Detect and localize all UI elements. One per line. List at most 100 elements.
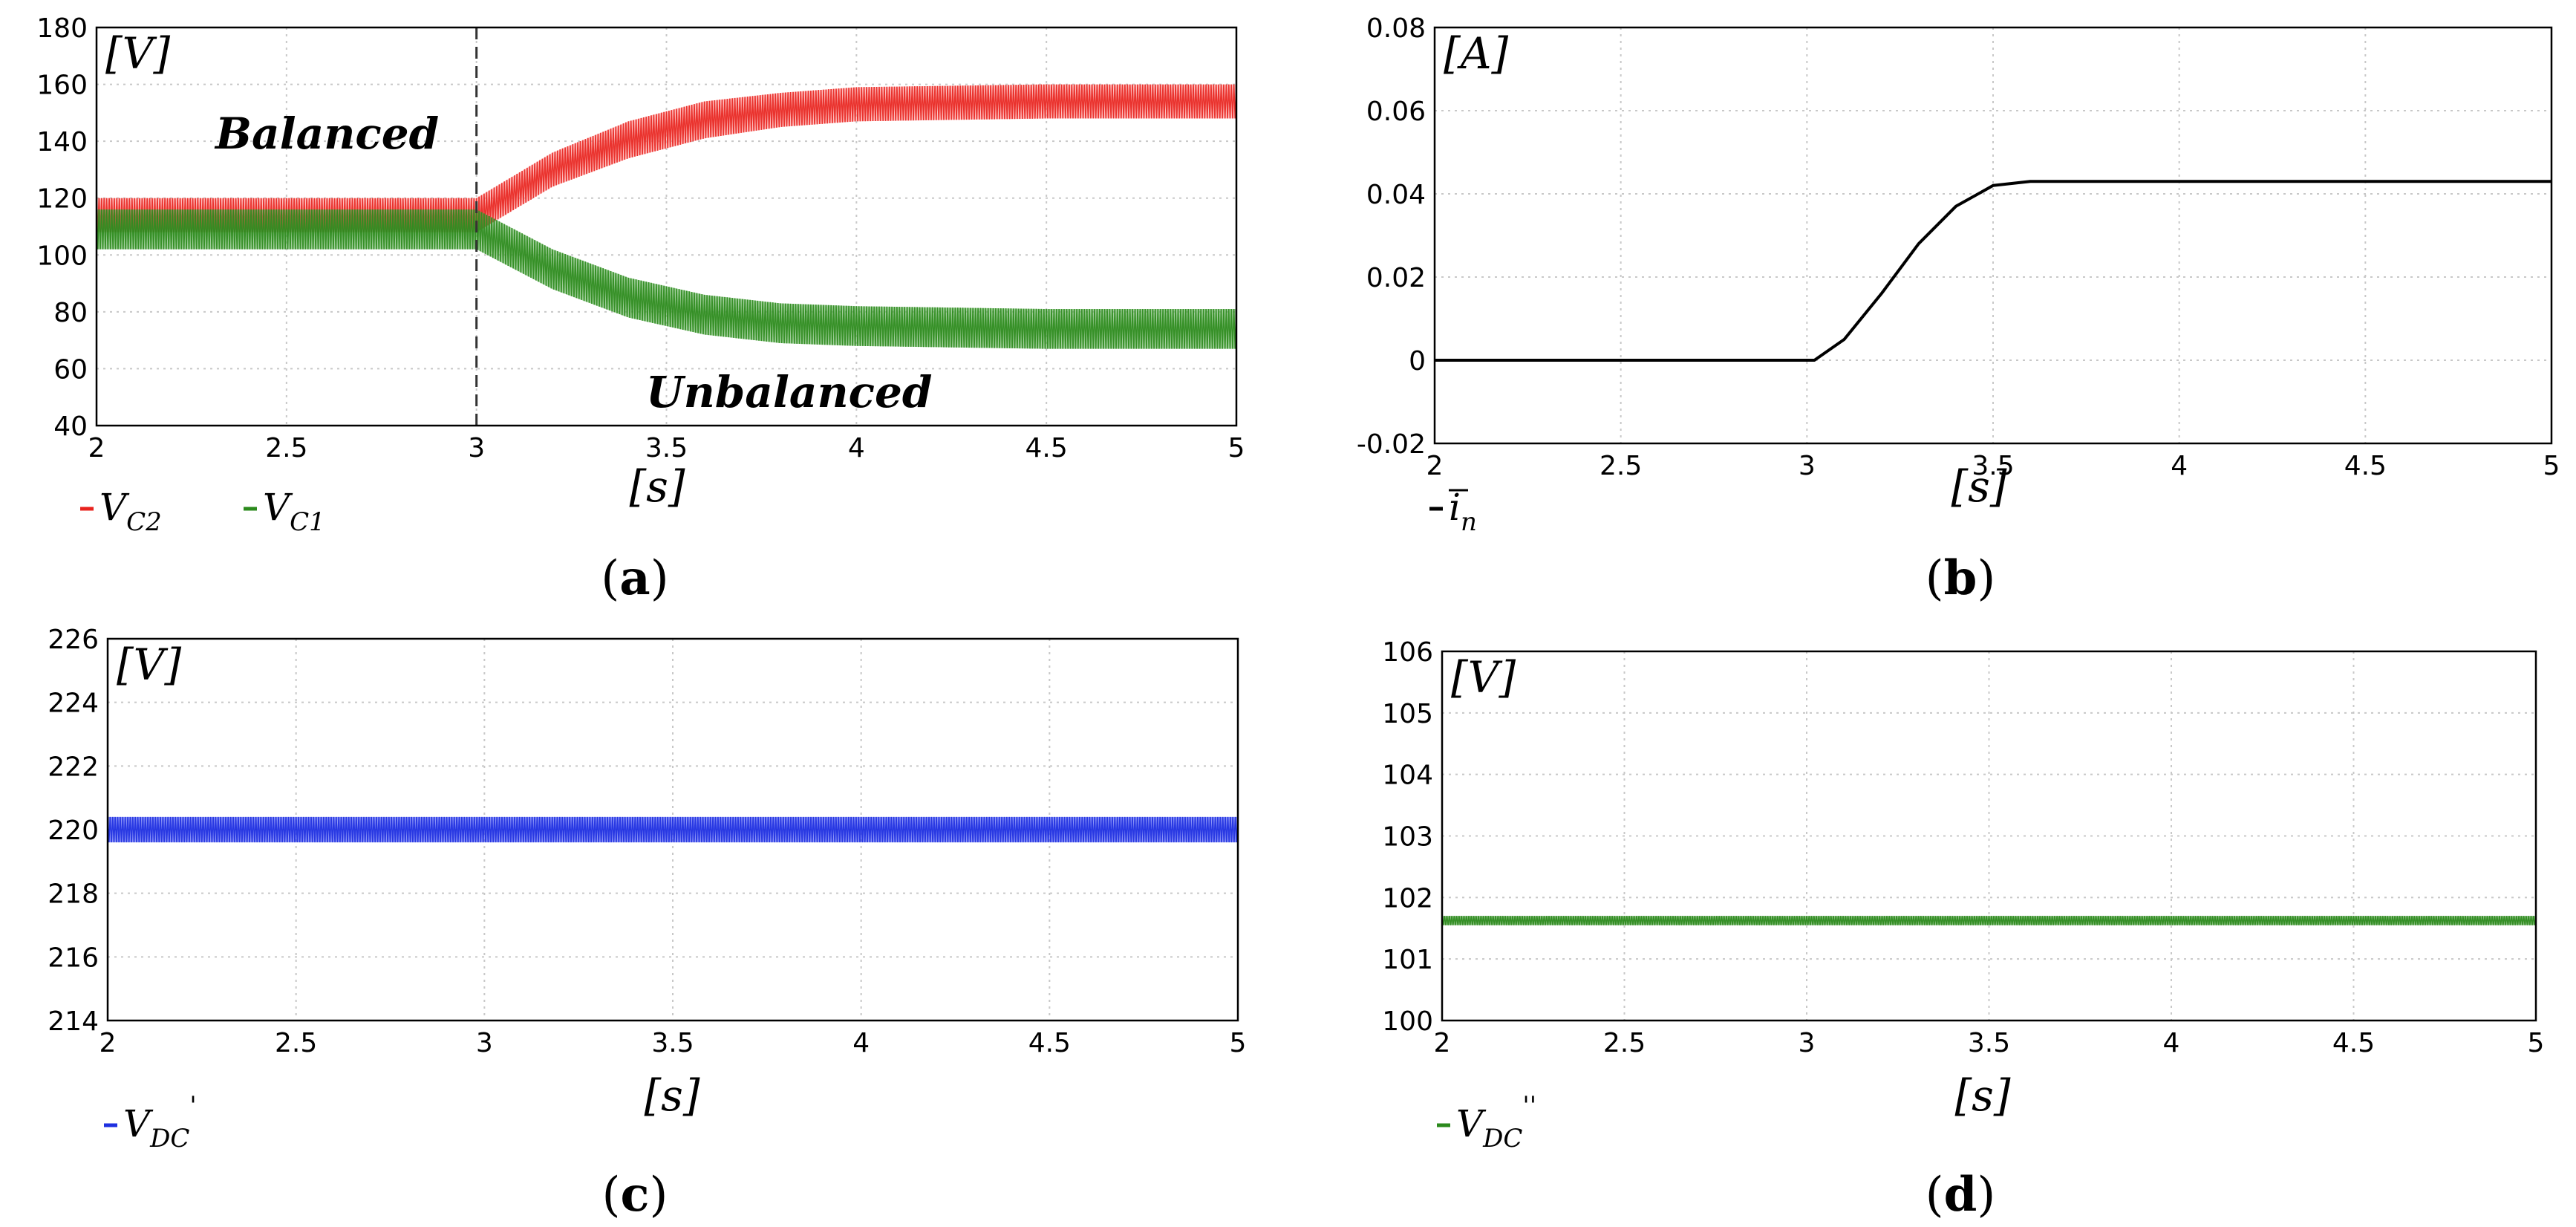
annotation-unbalanced: Unbalanced bbox=[646, 367, 932, 417]
y-tick-label: 0.02 bbox=[1366, 263, 1426, 293]
series-line-VC2 bbox=[97, 84, 1236, 232]
plot-frame bbox=[1433, 26, 2553, 445]
panel-caption-letter: d bbox=[1944, 1167, 1977, 1223]
x-tick-label: 3.5 bbox=[651, 1028, 694, 1058]
y-tick-label: 0 bbox=[1409, 346, 1426, 377]
y-tick-label: 80 bbox=[53, 298, 88, 328]
x-axis-unit-label: [s] bbox=[1951, 461, 2006, 512]
legend-label-VDC'': VDC'' bbox=[1456, 1091, 1536, 1153]
y-axis-unit-label: [V] bbox=[117, 639, 182, 690]
x-tick-label: 4.5 bbox=[2332, 1028, 2375, 1058]
series-group bbox=[97, 84, 1236, 349]
plot-frame bbox=[106, 637, 1239, 1022]
y-axis-unit-label: [V] bbox=[1451, 652, 1516, 703]
x-tick-label: 3 bbox=[1799, 451, 1816, 481]
y-tick-label: 0.06 bbox=[1366, 97, 1426, 127]
chart-panel-a: 2 2.5 3 3.5 4 4.5 5 40 60 80 100 120 140 160 180 [V] [s]… bbox=[36, 13, 1245, 606]
plot-frame bbox=[95, 26, 1238, 427]
x-tick-label: 5 bbox=[1230, 1028, 1247, 1058]
y-tick-label: 100 bbox=[1382, 1006, 1433, 1037]
y-tick-label: 101 bbox=[1382, 945, 1433, 975]
y-tick-label: 0.08 bbox=[1366, 13, 1426, 44]
legend-label-sub: DC bbox=[1482, 1124, 1522, 1153]
x-tick-label: 3.5 bbox=[645, 433, 688, 463]
y-tick-label: 224 bbox=[48, 689, 99, 719]
x-axis-unit-label: [s] bbox=[1954, 1070, 2010, 1121]
y-tick-label: 60 bbox=[53, 354, 88, 385]
x-tick-label: 2 bbox=[1434, 1028, 1451, 1058]
y-tick-label: 100 bbox=[36, 241, 88, 271]
panel-caption-letter: b bbox=[1944, 550, 1977, 606]
y-tick-label: 222 bbox=[48, 752, 99, 782]
legend-label-VC2: VC2 bbox=[100, 486, 162, 537]
legend-label-VDC': VDC' bbox=[123, 1091, 197, 1153]
series-line-VDC' bbox=[108, 816, 1238, 843]
legend-label-main: V bbox=[123, 1102, 154, 1145]
series-group bbox=[108, 816, 1238, 843]
y-tick-label: -0.02 bbox=[1357, 429, 1426, 460]
y-tick-label: 220 bbox=[48, 816, 99, 846]
legend-label-main: i bbox=[1449, 486, 1461, 529]
x-tick-label: 4.5 bbox=[1025, 433, 1068, 463]
x-tick-label: 4.5 bbox=[1028, 1028, 1071, 1058]
y-tick-label: 104 bbox=[1382, 761, 1433, 791]
y-tick-label: 214 bbox=[48, 1006, 99, 1037]
x-tick-label: 3 bbox=[1799, 1028, 1816, 1058]
x-tick-label: 2.5 bbox=[1603, 1028, 1646, 1058]
x-tick-label: 5 bbox=[2528, 1028, 2545, 1058]
y-tick-label: 216 bbox=[48, 943, 99, 973]
y-tick-label: 160 bbox=[36, 71, 88, 101]
series-line-in bbox=[1435, 180, 2551, 362]
legend-label-sub: C1 bbox=[290, 507, 325, 537]
y-tick-label: 0.04 bbox=[1366, 180, 1426, 210]
chart-panel-d: 2 2.5 3 3.5 4 4.5 5 100 101 102 103 104 105 106 [V] [s]… bbox=[1382, 637, 2544, 1223]
panel-caption: (c) bbox=[602, 1167, 668, 1223]
panel-caption: (d) bbox=[1926, 1167, 1996, 1223]
legend-label-VC1: VC1 bbox=[263, 486, 325, 537]
y-tick-label: 106 bbox=[1382, 637, 1433, 668]
x-tick-label: 4 bbox=[2171, 451, 2188, 481]
legend-label-main: V bbox=[263, 486, 293, 529]
series-line-VC1 bbox=[97, 209, 1236, 349]
panel-caption: (a) bbox=[601, 550, 668, 606]
chart-panel-c: 2 2.5 3 3.5 4 4.5 5 214 216 218 220 222 224 226 [V] [s]… bbox=[48, 625, 1246, 1223]
legend-label-main: V bbox=[100, 486, 130, 529]
x-tick-label: 3 bbox=[476, 1028, 493, 1058]
y-tick-label: 40 bbox=[53, 411, 88, 442]
x-tick-label: 2 bbox=[100, 1028, 117, 1058]
legend-label-sub: DC bbox=[149, 1124, 189, 1153]
series-group bbox=[1435, 180, 2551, 362]
x-tick-label: 5 bbox=[1228, 433, 1245, 463]
y-tick-label: 103 bbox=[1382, 822, 1433, 853]
y-tick-label: 102 bbox=[1382, 883, 1433, 914]
x-tick-label: 4 bbox=[852, 1028, 870, 1058]
panel-caption-letter: a bbox=[619, 550, 650, 606]
legend-label-sup: ' bbox=[189, 1091, 196, 1121]
y-tick-label: 105 bbox=[1382, 699, 1433, 729]
x-tick-label: 4 bbox=[2163, 1028, 2180, 1058]
legend-label-sub: n bbox=[1461, 507, 1477, 537]
x-tick-label: 2 bbox=[1426, 451, 1444, 481]
x-tick-label: 4 bbox=[848, 433, 865, 463]
x-tick-label: 2 bbox=[88, 433, 105, 463]
annotation-balanced: Balanced bbox=[214, 108, 439, 159]
panel-caption-letter: c bbox=[621, 1167, 650, 1223]
y-tick-label: 140 bbox=[36, 127, 88, 157]
y-tick-label: 180 bbox=[36, 13, 88, 44]
series-line-VDC'' bbox=[1442, 916, 2536, 925]
y-tick-label: 218 bbox=[48, 879, 99, 910]
chart-panel-b: 2 2.5 3 3.5 4 4.5 5 -0.02 0 0.02 0.04 0.06 0.08 [A] [s… bbox=[1357, 13, 2560, 606]
legend-label-main: V bbox=[1456, 1102, 1487, 1145]
y-axis-unit-label: [A] bbox=[1444, 28, 1509, 79]
x-tick-label: 3.5 bbox=[1968, 1028, 2010, 1058]
x-tick-label: 2.5 bbox=[1600, 451, 1642, 481]
series-group bbox=[1442, 916, 2536, 925]
x-tick-label: 3 bbox=[468, 433, 485, 463]
y-axis-unit-label: [V] bbox=[105, 28, 171, 79]
legend-label-in: in bbox=[1449, 486, 1477, 537]
legend-label-sup: '' bbox=[1522, 1091, 1536, 1121]
x-tick-label: 3.5 bbox=[1972, 451, 2014, 481]
x-tick-label: 2.5 bbox=[275, 1028, 317, 1058]
panel-caption: (b) bbox=[1926, 550, 1996, 606]
